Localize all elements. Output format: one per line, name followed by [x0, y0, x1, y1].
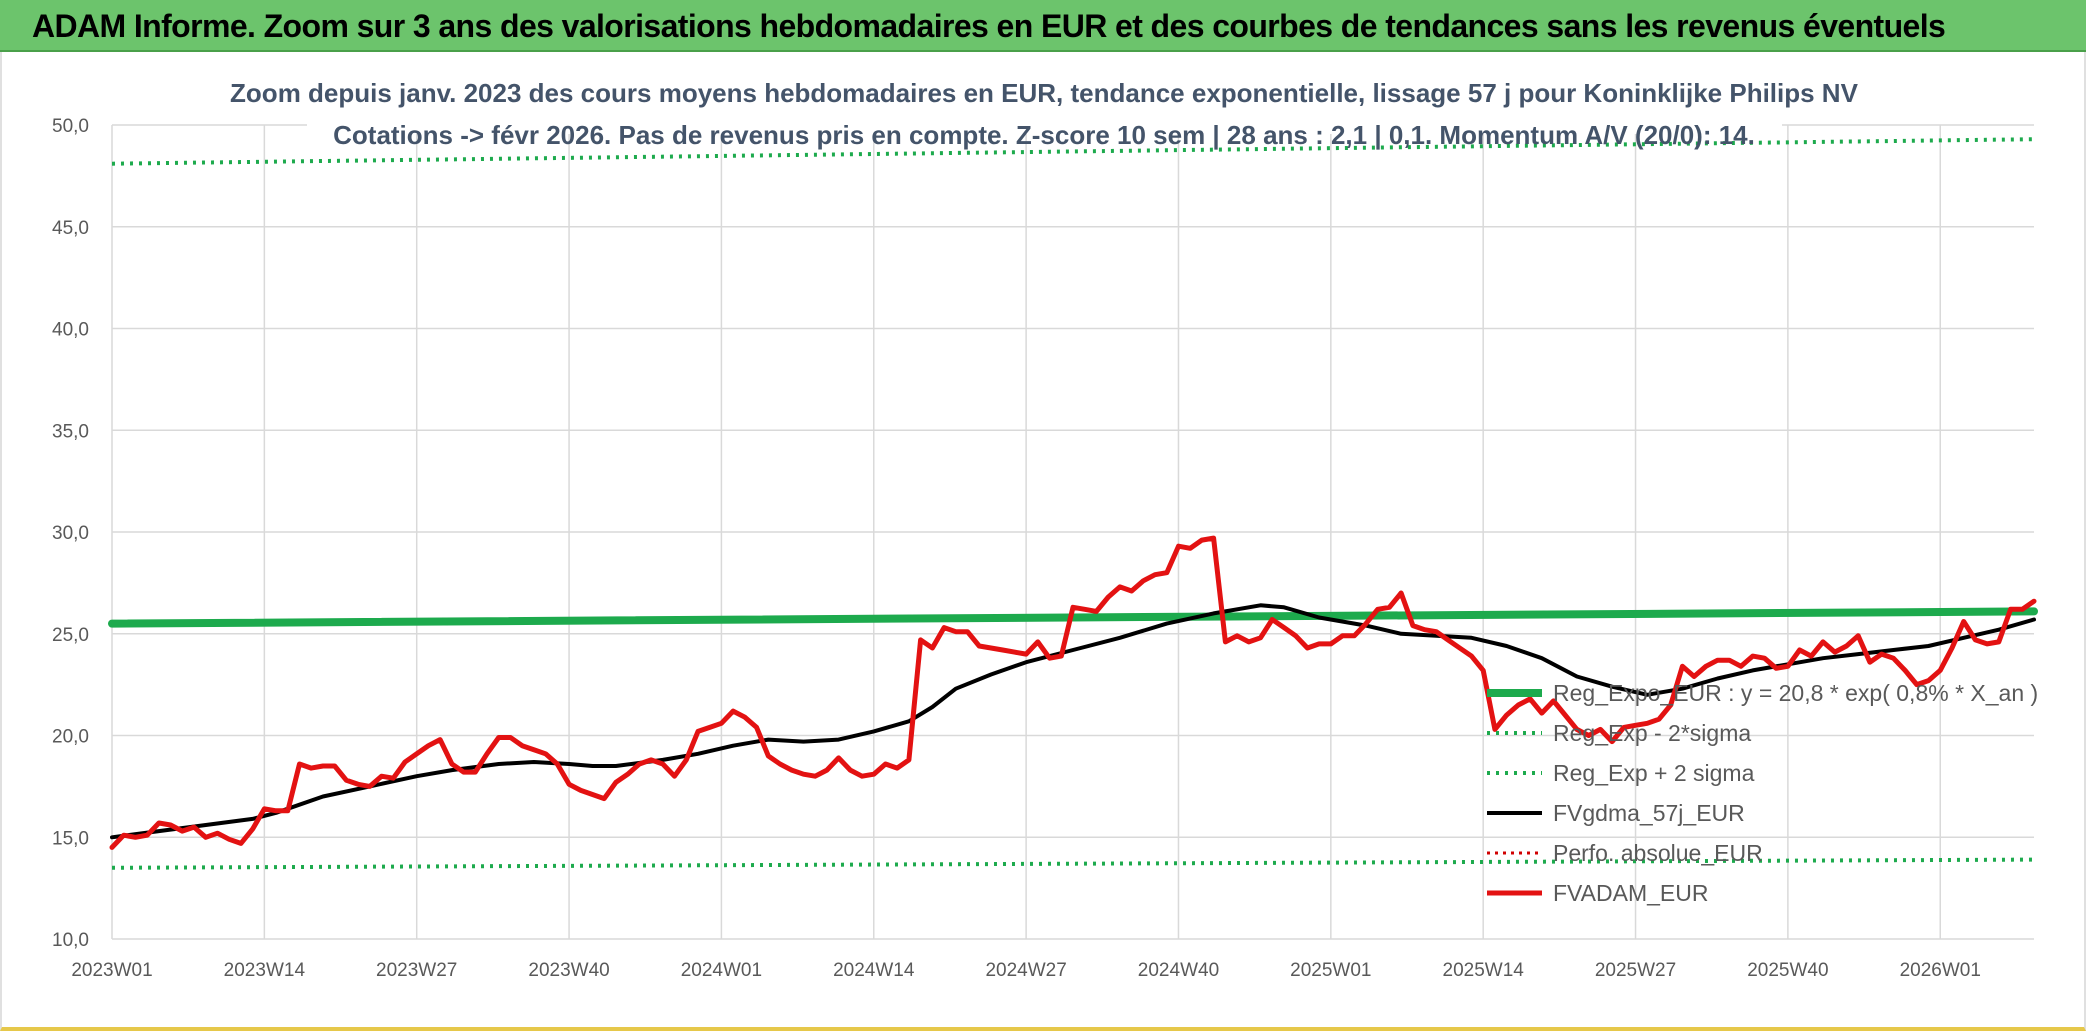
price-chart: 10,0 15,0 20,0 25,0 30,0 35,0 40,0 45,0 50,0 202… — [52, 64, 2038, 981]
legend-label-1: Reg_Exp - 2*sigma — [1553, 720, 1751, 746]
y-tick-label: 50,0 — [52, 116, 89, 137]
y-tick-label: 10,0 — [52, 930, 89, 951]
y-tick-label: 30,0 — [52, 523, 89, 544]
x-tick-label: 2023W40 — [528, 960, 609, 981]
chart-frame: 10,0 15,0 20,0 25,0 30,0 35,0 40,0 45,0 50,0 202… — [0, 52, 2086, 1031]
grid — [111, 124, 2034, 940]
x-tick-label: 2025W14 — [1443, 960, 1525, 981]
series-line-3 — [110, 603, 2036, 840]
chart-title: Zoom depuis janv. 2023 des cours moyens … — [230, 78, 1859, 108]
legend-label-4: Perfo. absolue_EUR — [1553, 840, 1763, 866]
x-tick-label: 2024W14 — [833, 960, 915, 981]
x-tick-label: 2026W01 — [1900, 960, 1981, 981]
x-tick-label: 2025W01 — [1290, 960, 1371, 981]
legend-label-5: FVADAM_EUR — [1553, 880, 1709, 906]
title-background — [307, 64, 1782, 134]
report-title: ADAM Informe. Zoom sur 3 ans des valoris… — [32, 8, 1946, 44]
y-tick-label: 35,0 — [52, 421, 89, 442]
legend-label-0: Reg_Expo_EUR : y = 20,8 * exp( 0,8% * X_… — [1553, 680, 2038, 706]
series-layer — [108, 137, 2038, 870]
series-line-5 — [109, 535, 2037, 850]
chart-title-block: Zoom depuis janv. 2023 des cours moyens … — [230, 64, 1859, 150]
x-tick-label: 2024W01 — [681, 960, 762, 981]
y-tick-label: 15,0 — [52, 828, 89, 849]
y-tick-label: 40,0 — [52, 320, 89, 341]
legend-label-2: Reg_Exp + 2 sigma — [1553, 760, 1755, 786]
x-axis: 2023W01 2023W14 2023W27 2023W40 2024W01 2024W… — [71, 960, 1981, 981]
y-tick-label: 25,0 — [52, 625, 89, 646]
x-tick-label: 2024W40 — [1138, 960, 1219, 981]
x-tick-label: 2023W01 — [71, 960, 152, 981]
y-axis: 10,0 15,0 20,0 25,0 30,0 35,0 40,0 45,0 50,0 — [52, 116, 89, 951]
legend: Reg_Expo_EUR : y = 20,8 * exp( 0,8% * X_… — [1487, 680, 2038, 906]
x-tick-label: 2024W27 — [985, 960, 1066, 981]
x-tick-label: 2025W40 — [1747, 960, 1828, 981]
legend-label-3: FVgdma_57j_EUR — [1553, 800, 1745, 826]
x-tick-label: 2025W27 — [1595, 960, 1676, 981]
x-tick-label: 2023W14 — [224, 960, 306, 981]
y-tick-label: 20,0 — [52, 727, 89, 748]
x-tick-label: 2023W27 — [376, 960, 457, 981]
y-tick-label: 45,0 — [52, 218, 89, 239]
report-header: ADAM Informe. Zoom sur 3 ans des valoris… — [0, 0, 2086, 52]
chart-subtitle: Cotations -> févr 2026. Pas de revenus p… — [333, 120, 1755, 150]
